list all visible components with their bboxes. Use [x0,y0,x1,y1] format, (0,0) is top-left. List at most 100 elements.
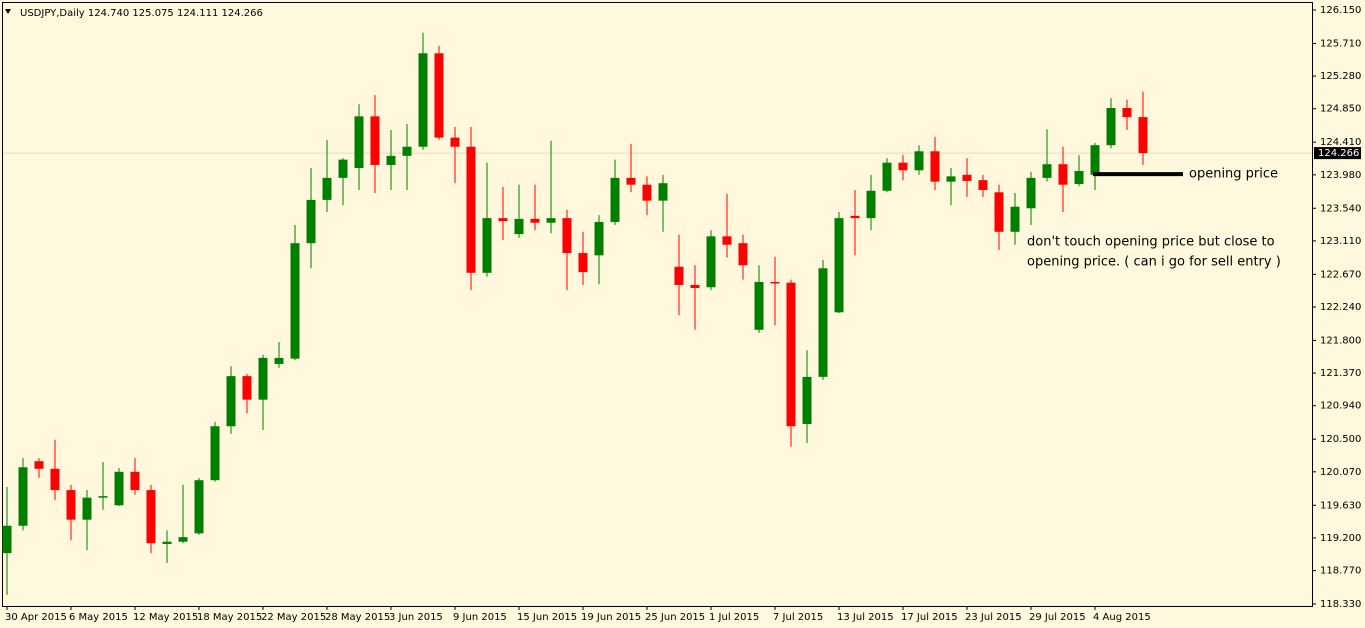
candle-body [82,497,92,520]
candle-body [850,215,860,219]
y-tick-label: 119.200 [1320,533,1361,544]
candle-body [98,496,108,498]
candle-body [1010,206,1020,232]
y-tick-label: 121.800 [1320,335,1361,346]
candle-body [114,471,124,506]
candle-body [722,236,732,245]
x-tick-label: 7 Jul 2015 [773,612,823,623]
candle-body [578,253,588,273]
candle-body [1026,177,1036,209]
x-tick-label: 29 Jul 2015 [1029,612,1086,623]
candle-body [338,159,348,178]
y-tick-label: 118.770 [1320,566,1361,577]
candle-body [322,177,332,200]
x-tick-label: 18 May 2015 [197,612,262,623]
candle-body [898,162,908,171]
x-tick-label: 3 Jun 2015 [389,612,443,623]
candle-body [1058,164,1068,185]
candle-body [754,281,764,330]
candle-body [274,357,284,364]
y-tick-label: 121.370 [1320,368,1361,379]
candle-body [770,281,780,284]
y-tick-label: 120.070 [1320,467,1361,478]
candle-body [706,236,716,288]
candle-body [306,199,316,244]
x-tick-label: 13 Jul 2015 [837,612,894,623]
y-tick-label: 120.500 [1320,434,1361,445]
candle-body [514,218,524,235]
candle-body [450,137,460,147]
candle-body [194,480,204,534]
candle-body [1138,117,1148,154]
y-tick-label: 120.940 [1320,401,1361,412]
candle-body [482,218,492,273]
candle-body [994,192,1004,232]
candle-body [1042,164,1052,178]
x-tick-label: 4 Aug 2015 [1093,612,1151,623]
candle-body [930,151,940,182]
y-tick-label: 123.110 [1320,236,1361,247]
candle-body [1074,171,1084,184]
price-tag [1314,147,1361,160]
candle-body [818,268,828,377]
y-tick-label: 123.980 [1320,170,1361,181]
candle-body [402,146,412,156]
candle-body [178,537,188,542]
y-tick-label: 125.710 [1320,38,1361,49]
candle-body [50,468,60,491]
candle-body [1122,107,1132,118]
y-tick-label: 118.330 [1320,599,1361,610]
plot-frame [2,2,1313,607]
candle-body [466,146,476,273]
candle-body [882,162,892,191]
y-tick-label: 122.240 [1320,302,1361,313]
candle-body [386,155,396,165]
candle-body [226,376,236,427]
candle-body [626,177,636,185]
candle-body [610,177,620,222]
x-tick-label: 19 Jun 2015 [581,612,641,623]
price-tag-label: 124.266 [1318,148,1359,159]
candle-body [354,116,364,168]
candle-body [834,218,844,313]
x-tick-label: 12 May 2015 [133,612,198,623]
y-tick-label: 123.540 [1320,203,1361,214]
candle-body [258,357,268,400]
candle-body [530,218,540,223]
x-tick-label: 28 May 2015 [325,612,390,623]
candle-body [642,184,652,201]
candle-body [418,53,428,147]
menu-arrow [5,9,11,14]
candle-body [434,53,444,138]
chart-info: USDJPY,Daily 124.740 125.075 124.111 124… [20,8,263,19]
candle-body [690,284,700,289]
candle-body [130,471,140,491]
x-tick-label: 25 Jun 2015 [645,612,705,623]
y-tick-label: 122.670 [1320,269,1361,280]
y-tick-label: 124.410 [1320,137,1361,148]
candle-body [34,461,44,469]
candle-body [674,266,684,285]
candle-body [562,218,572,254]
candle-body [210,426,220,481]
x-tick-label: 30 Apr 2015 [5,612,67,623]
y-tick-label: 125.280 [1320,71,1361,82]
candle-body [914,151,924,171]
candle-body [978,180,988,191]
x-tick-label: 9 Jun 2015 [453,612,507,623]
candle-body [946,176,956,182]
candle-body [2,525,12,554]
candle-body [370,116,380,165]
x-tick-label: 15 Jun 2015 [517,612,577,623]
candle-body [658,183,668,201]
note-text: don't touch opening price but close to [1027,235,1275,250]
candle-body [162,541,172,544]
y-tick-label: 126.150 [1320,5,1361,16]
x-tick-label: 22 May 2015 [261,612,326,623]
candle-body [1106,107,1116,146]
x-tick-label: 17 Jul 2015 [901,612,958,623]
x-tick-label: 1 Jul 2015 [709,612,759,623]
